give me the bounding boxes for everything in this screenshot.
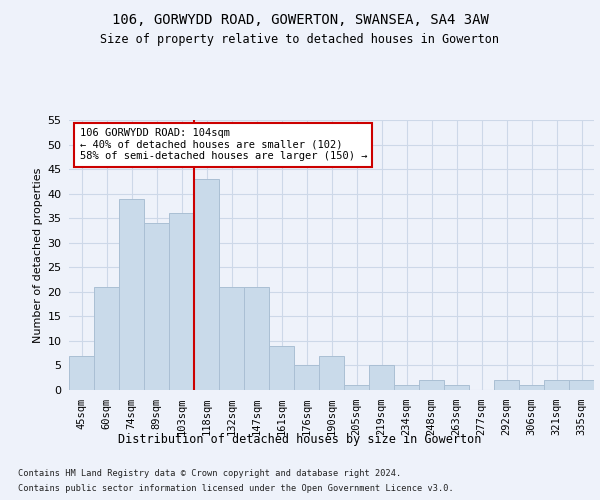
Bar [94,287,119,390]
Bar [544,380,569,390]
Text: Distribution of detached houses by size in Gowerton: Distribution of detached houses by size … [118,432,482,446]
Bar [194,179,219,390]
Bar [494,380,519,390]
Bar [169,214,194,390]
Text: Contains public sector information licensed under the Open Government Licence v3: Contains public sector information licen… [18,484,454,493]
Text: Contains HM Land Registry data © Crown copyright and database right 2024.: Contains HM Land Registry data © Crown c… [18,469,401,478]
Bar [369,366,394,390]
Bar [319,356,344,390]
Y-axis label: Number of detached properties: Number of detached properties [33,168,43,342]
Bar [444,385,469,390]
Bar [219,287,244,390]
Bar [144,223,169,390]
Bar [344,385,369,390]
Text: 106 GORWYDD ROAD: 104sqm
← 40% of detached houses are smaller (102)
58% of semi-: 106 GORWYDD ROAD: 104sqm ← 40% of detach… [79,128,367,162]
Bar [269,346,294,390]
Text: Size of property relative to detached houses in Gowerton: Size of property relative to detached ho… [101,32,499,46]
Text: 106, GORWYDD ROAD, GOWERTON, SWANSEA, SA4 3AW: 106, GORWYDD ROAD, GOWERTON, SWANSEA, SA… [112,12,488,26]
Bar [569,380,594,390]
Bar [119,198,144,390]
Bar [519,385,544,390]
Bar [69,356,94,390]
Bar [394,385,419,390]
Bar [419,380,444,390]
Bar [244,287,269,390]
Bar [294,366,319,390]
